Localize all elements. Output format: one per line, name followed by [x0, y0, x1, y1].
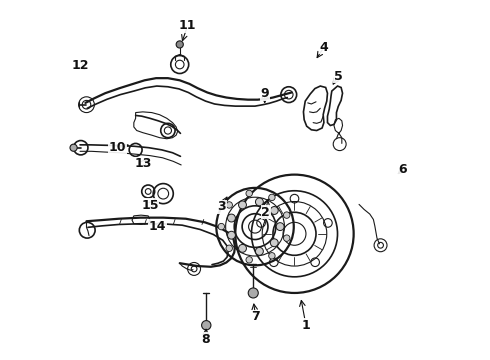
- Circle shape: [270, 207, 278, 215]
- Circle shape: [246, 190, 252, 197]
- Text: 3: 3: [218, 201, 226, 213]
- Circle shape: [176, 41, 183, 48]
- Text: 12: 12: [71, 59, 89, 72]
- Circle shape: [255, 247, 263, 255]
- Circle shape: [70, 144, 77, 151]
- Circle shape: [239, 201, 246, 209]
- Circle shape: [239, 244, 246, 252]
- Circle shape: [227, 231, 235, 239]
- Text: 14: 14: [148, 220, 166, 233]
- Text: 8: 8: [201, 333, 210, 346]
- Text: 5: 5: [334, 69, 343, 82]
- Text: 7: 7: [251, 310, 260, 324]
- Circle shape: [248, 288, 258, 298]
- Circle shape: [269, 194, 275, 201]
- Circle shape: [255, 198, 263, 206]
- Text: 11: 11: [179, 19, 196, 32]
- Circle shape: [276, 223, 284, 230]
- Text: 10: 10: [109, 141, 126, 154]
- Circle shape: [227, 214, 235, 222]
- Circle shape: [218, 224, 224, 230]
- Circle shape: [269, 253, 275, 259]
- Text: 4: 4: [319, 41, 328, 54]
- Circle shape: [201, 320, 211, 330]
- Text: 2: 2: [262, 206, 270, 219]
- Circle shape: [246, 257, 252, 263]
- Circle shape: [284, 212, 290, 218]
- Circle shape: [226, 245, 232, 252]
- Text: 15: 15: [141, 199, 159, 212]
- Text: 1: 1: [301, 319, 310, 332]
- Text: 9: 9: [260, 87, 269, 100]
- Text: 13: 13: [134, 157, 151, 170]
- Circle shape: [284, 235, 290, 241]
- Circle shape: [270, 239, 278, 247]
- Circle shape: [226, 202, 232, 208]
- Text: 6: 6: [398, 163, 407, 176]
